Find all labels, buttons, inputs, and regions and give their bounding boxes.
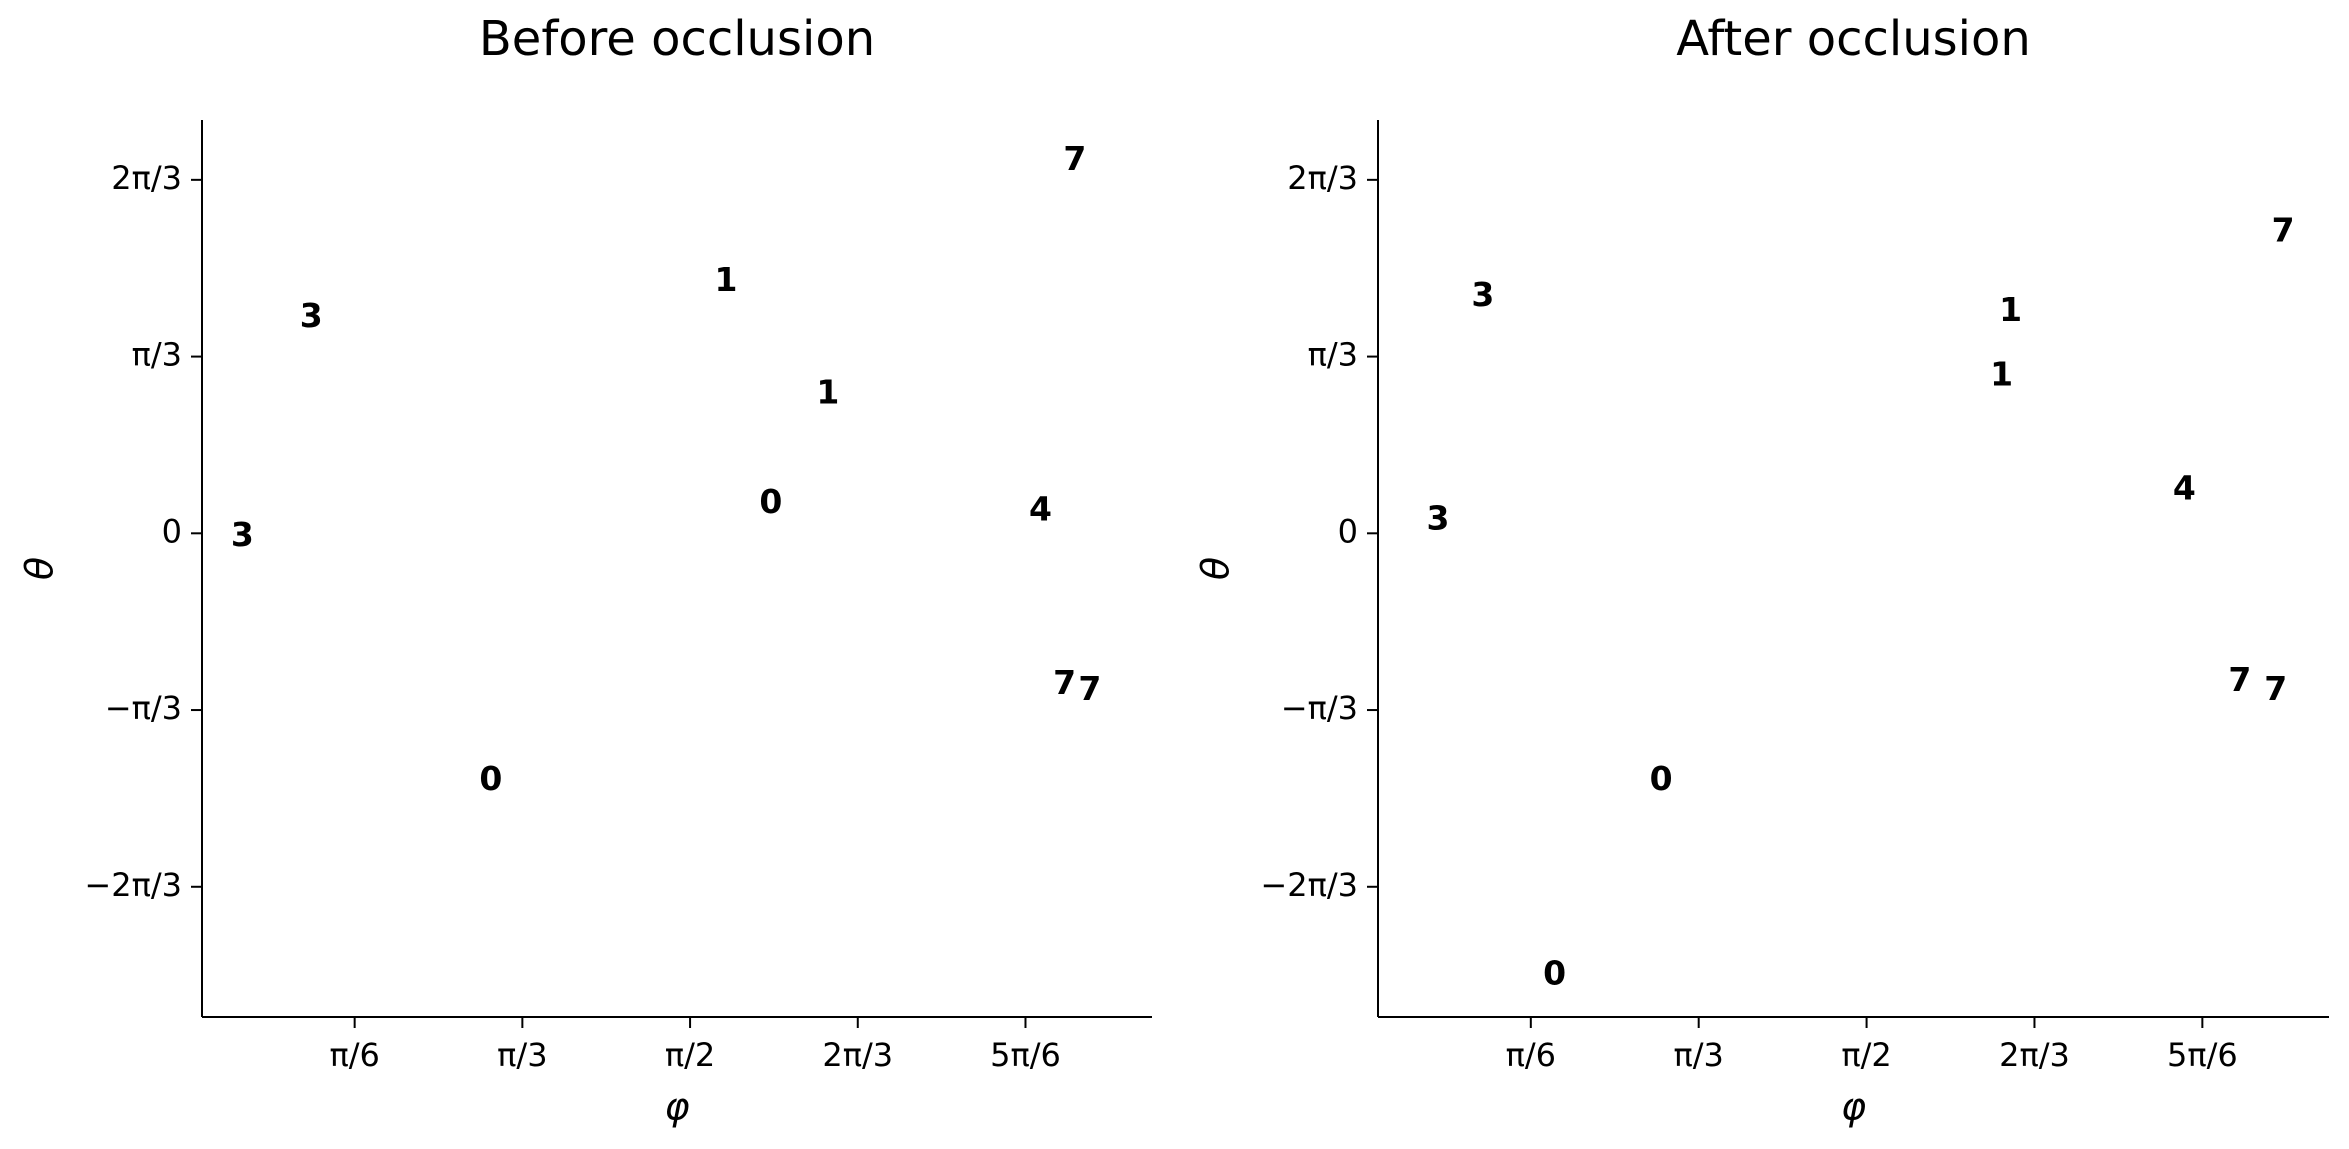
point-label: 1 xyxy=(715,260,738,299)
point-label: 7 xyxy=(2264,669,2287,708)
y-tick-label: −2π/3 xyxy=(84,866,182,904)
x-axis-label: φ xyxy=(1841,1085,1866,1129)
point-label: 0 xyxy=(479,759,502,798)
point-label: 3 xyxy=(300,296,323,335)
point-label: 0 xyxy=(1543,954,1566,993)
chart-title: Before occlusion xyxy=(479,11,875,67)
y-tick-label: −π/3 xyxy=(1281,689,1358,727)
y-tick-label: 2π/3 xyxy=(111,159,182,197)
point-label: 0 xyxy=(759,482,782,521)
y-tick-label: 2π/3 xyxy=(1287,159,1358,197)
point-label: 7 xyxy=(1063,139,1086,178)
point-label: 1 xyxy=(1990,355,2013,394)
y-tick-label: 0 xyxy=(1338,512,1358,550)
y-tick-label: π/3 xyxy=(1308,336,1358,374)
chart-title: After occlusion xyxy=(1676,11,2031,67)
x-tick-label: 2π/3 xyxy=(822,1036,893,1074)
x-tick-label: π/3 xyxy=(1673,1036,1723,1074)
point-label: 1 xyxy=(1999,290,2022,329)
point-label: 7 xyxy=(1053,663,1076,702)
y-tick-label: π/3 xyxy=(132,336,182,374)
x-axis-label: φ xyxy=(664,1085,689,1129)
y-axis-label: θ xyxy=(1194,557,1238,580)
point-label: 0 xyxy=(1650,759,1673,798)
point-label: 3 xyxy=(1426,498,1449,537)
x-tick-label: 5π/6 xyxy=(2167,1036,2238,1074)
point-label: 3 xyxy=(231,515,254,554)
y-tick-label: 0 xyxy=(162,512,182,550)
x-tick-label: π/2 xyxy=(665,1036,715,1074)
point-label: 1 xyxy=(816,373,839,412)
point-label: 4 xyxy=(2173,468,2196,507)
x-tick-label: π/6 xyxy=(1506,1036,1556,1074)
point-label: 4 xyxy=(1029,489,1052,528)
y-axis-label: θ xyxy=(18,557,62,580)
y-tick-label: −π/3 xyxy=(105,689,182,727)
point-label: 7 xyxy=(2228,660,2251,699)
x-tick-label: π/6 xyxy=(329,1036,379,1074)
x-tick-label: π/2 xyxy=(1841,1036,1891,1074)
y-tick-label: −2π/3 xyxy=(1260,866,1358,904)
x-tick-label: 2π/3 xyxy=(1999,1036,2070,1074)
x-tick-label: π/3 xyxy=(497,1036,547,1074)
point-label: 3 xyxy=(1471,275,1494,314)
point-label: 7 xyxy=(1078,669,1101,708)
point-label: 7 xyxy=(2272,211,2295,250)
x-tick-label: 5π/6 xyxy=(990,1036,1061,1074)
